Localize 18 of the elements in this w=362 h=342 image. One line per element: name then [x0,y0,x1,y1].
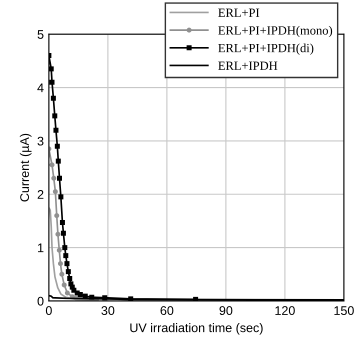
y-tick-label: 3 [38,136,44,146]
y-tick-label: 5 [38,30,44,39]
x-axis-title: UV irradiation time (sec) [130,323,263,335]
x-tick-label: 0 [46,306,52,316]
y-tick-label: 4 [37,83,44,92]
legend-label: ERL+PI [218,8,260,17]
x-tick-label: 120 [275,306,295,316]
x-tick-label: 90 [220,306,232,316]
x-tick-label: 60 [160,306,174,316]
y-axis-title: Current (µA) [20,134,32,202]
x-tick-label: 150 [334,306,354,316]
legend-label: ERL+PI+IPDH(di) [218,44,314,55]
y-tick-label: 2 [38,190,44,199]
y-tick-label: 1 [38,244,44,252]
x-tick-label: 30 [101,306,114,316]
legend-label: ERL+IPDH [218,62,278,70]
legend-label: ERL+PI+IPDH(mono) [218,26,332,38]
y-tick-label: 0 [38,296,44,306]
